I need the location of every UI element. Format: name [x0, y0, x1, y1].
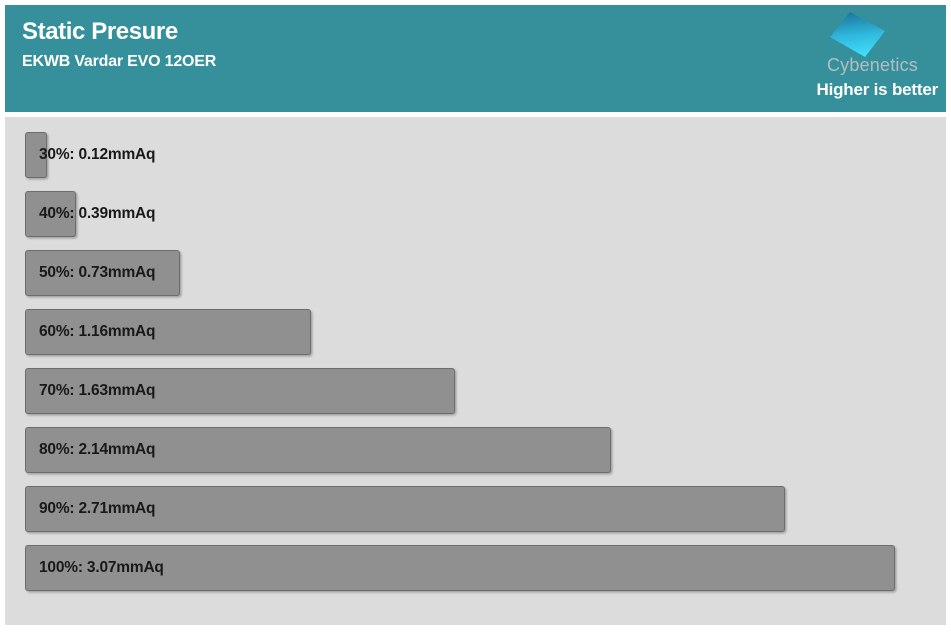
- bar-90%: [25, 486, 786, 532]
- bar-30%: [25, 132, 47, 178]
- bar-row: 70%: 1.63mmAq: [25, 368, 946, 414]
- brand-block: Cybenetics Higher is better: [817, 5, 947, 112]
- bar-label: 90%: 2.71mmAq: [39, 500, 156, 517]
- bar-label: 100%: 3.07mmAq: [39, 559, 164, 576]
- bar-row: 80%: 2.14mmAq: [25, 427, 946, 473]
- bar-label: 40%: 0.39mmAq: [39, 205, 156, 222]
- bar-row: 60%: 1.16mmAq: [25, 309, 946, 355]
- chart-area: 30%: 0.12mmAq 40%: 0.39mmAq 50%: 0.73mmAq 6…: [5, 117, 946, 625]
- chart-subtitle: EKWB Vardar EVO 12OER: [22, 53, 217, 70]
- bar-row: 100%: 3.07mmAq: [25, 545, 946, 591]
- bar-row: 90%: 2.71mmAq: [25, 486, 946, 532]
- bar-50%: [25, 250, 181, 296]
- chart-title: Static Presure: [22, 18, 178, 45]
- bar-label: 50%: 0.73mmAq: [39, 264, 156, 281]
- chart-header: Static Presure EKWB Vardar EVO 12OER Cyb…: [5, 5, 946, 112]
- bar-100%: [25, 545, 896, 591]
- bar-label: 70%: 1.63mmAq: [39, 382, 156, 399]
- bar-row: 30%: 0.12mmAq: [25, 132, 946, 178]
- header-titles: Static Presure EKWB Vardar EVO 12OER: [5, 5, 216, 112]
- bar-40%: [25, 191, 77, 237]
- bars: 30%: 0.12mmAq 40%: 0.39mmAq 50%: 0.73mmAq 6…: [25, 132, 946, 591]
- bar-70%: [25, 368, 456, 414]
- bar-label: 60%: 1.16mmAq: [39, 323, 156, 340]
- cybenetics-logo-icon: [830, 12, 885, 57]
- bar-label: 30%: 0.12mmAq: [39, 146, 156, 163]
- bar-row: 50%: 0.73mmAq: [25, 250, 946, 296]
- bar-60%: [25, 309, 312, 355]
- bar-row: 40%: 0.39mmAq: [25, 191, 946, 237]
- bar-80%: [25, 427, 611, 473]
- brand-name: Cybenetics: [826, 55, 918, 75]
- higher-is-better-note: Higher is better: [816, 79, 939, 99]
- bar-label: 80%: 2.14mmAq: [39, 441, 156, 458]
